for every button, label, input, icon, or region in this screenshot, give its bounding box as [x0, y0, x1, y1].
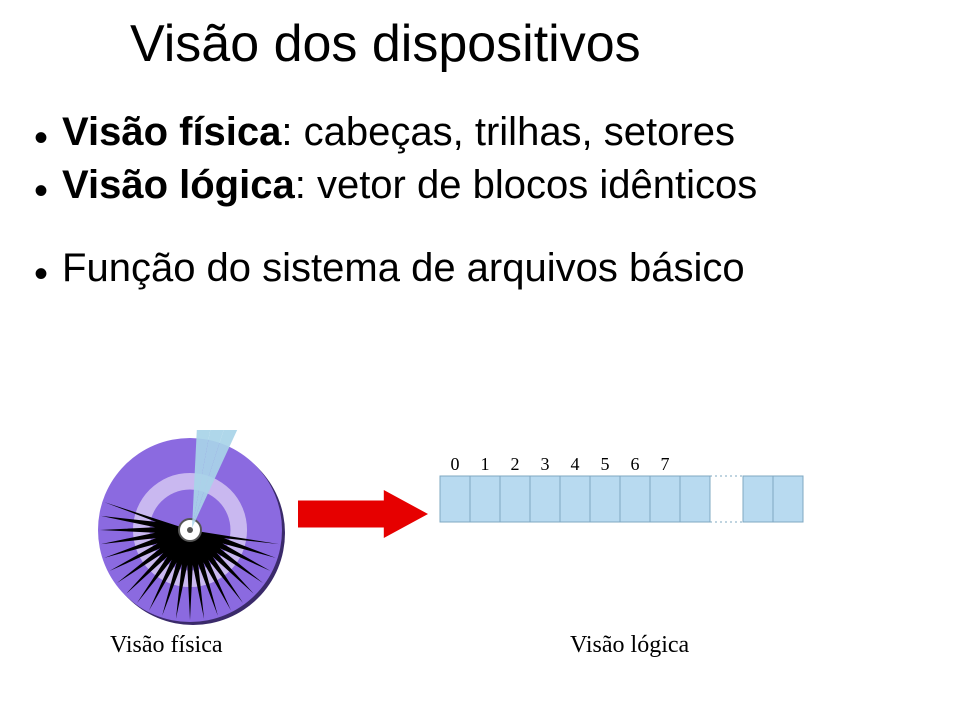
svg-text:1: 1 [481, 454, 490, 474]
bullet-bold: Visão lógica [62, 163, 295, 207]
bullet-text: Visão lógica: vetor de blocos idênticos [62, 163, 757, 208]
svg-text:3: 3 [541, 454, 550, 474]
bullet-item: • Visão lógica: vetor de blocos idêntico… [34, 163, 914, 208]
bullet-dot-icon: • [34, 254, 48, 294]
caption-right: Visão lógica [570, 632, 689, 659]
arrow-icon [298, 490, 428, 538]
bullet-item: • Visão física: cabeças, trilhas, setore… [34, 110, 914, 155]
diagram: 0 1 2 3 4 5 6 7 Visão física Visão lógica [0, 400, 960, 704]
page-title: Visão dos dispositivos [130, 14, 641, 74]
caption-left: Visão física [110, 632, 223, 659]
svg-text:0: 0 [451, 454, 460, 474]
bullet-dot-icon: • [34, 118, 48, 158]
svg-text:2: 2 [511, 454, 520, 474]
bullet-rest: : cabeças, trilhas, setores [281, 110, 735, 154]
svg-text:5: 5 [601, 454, 610, 474]
svg-text:4: 4 [571, 454, 580, 474]
bullet-text: Visão física: cabeças, trilhas, setores [62, 110, 735, 155]
svg-text:7: 7 [661, 454, 670, 474]
svg-text:6: 6 [631, 454, 640, 474]
bullet-rest: : vetor de blocos idênticos [295, 163, 757, 207]
bullet-list: • Visão física: cabeças, trilhas, setore… [34, 110, 914, 299]
disk-icon [90, 430, 290, 630]
blocks-array: 0 1 2 3 4 5 6 7 [438, 452, 858, 536]
bullet-dot-icon: • [34, 171, 48, 211]
bullet-bold: Visão física [62, 110, 281, 154]
bullet-text: Função do sistema de arquivos básico [62, 246, 745, 291]
bullet-item: • Função do sistema de arquivos básico [34, 246, 914, 291]
